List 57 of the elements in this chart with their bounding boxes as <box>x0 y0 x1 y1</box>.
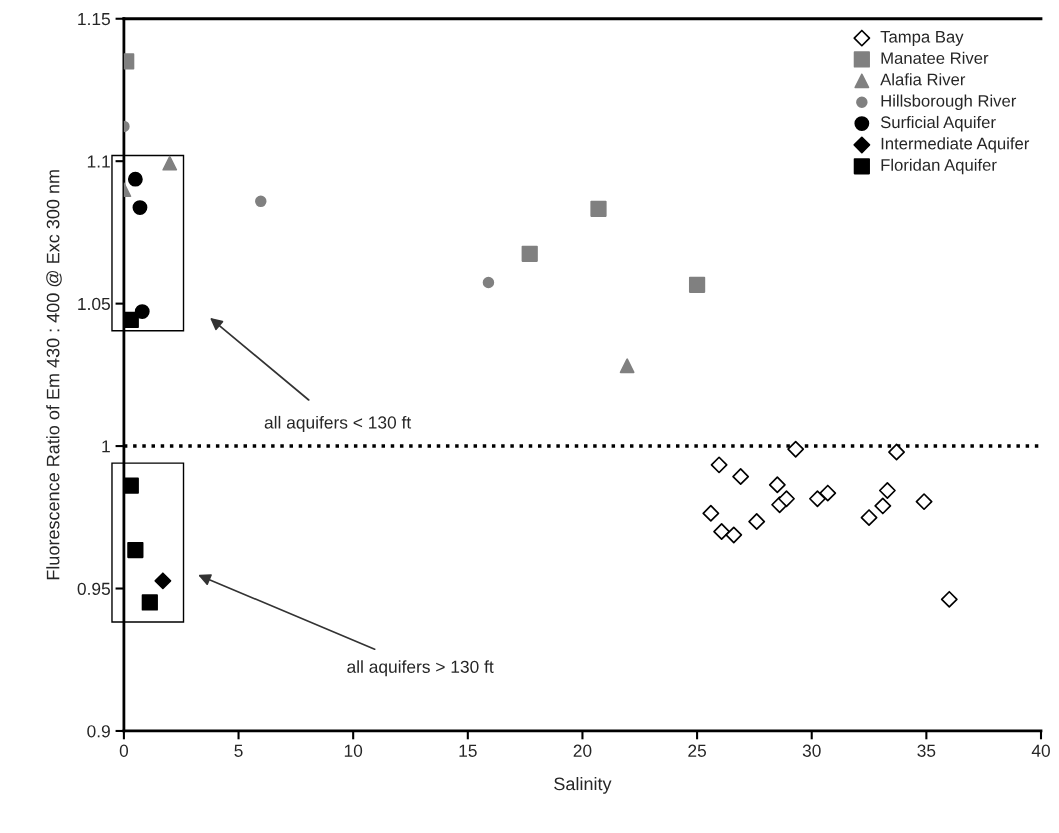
legend-label: Surficial Aquifer <box>880 115 996 132</box>
y-tick-label: 0.95 <box>77 582 110 595</box>
point <box>521 245 538 262</box>
annotation: all aquifers < 130 ft <box>264 415 412 433</box>
point <box>132 200 148 216</box>
point <box>590 200 607 217</box>
y-tick-label: 1 <box>102 440 110 453</box>
legend-label: Manatee River <box>881 51 989 65</box>
x-tick-label: 0 <box>119 744 129 757</box>
y-tick-label: 1.1 <box>87 155 110 168</box>
point <box>688 276 706 293</box>
legend-label: Hillsborough River <box>881 94 1017 111</box>
point <box>874 497 892 515</box>
point <box>878 482 896 499</box>
point <box>915 493 933 511</box>
x-tick-label: 30 <box>802 744 821 757</box>
y-tick-label: 1.05 <box>78 297 110 311</box>
y-tick-label: 1.15 <box>78 13 110 26</box>
x-axis-title: Salinity <box>554 777 612 794</box>
point <box>732 468 750 485</box>
x-tick-label: 15 <box>459 744 477 757</box>
point <box>154 572 172 590</box>
point <box>255 195 267 208</box>
y-axis-title: Fluorescence Ratio of Em 430 : 400 @ Exc 300 nm <box>46 170 62 580</box>
legend-label: Intermediate Aquifer <box>881 137 1030 153</box>
point <box>619 358 635 374</box>
x-tick-label: 40 <box>1031 744 1050 757</box>
point <box>123 477 139 494</box>
point <box>940 590 958 608</box>
x-tick-label: 20 <box>573 744 592 757</box>
legend-label: Tampa Bay <box>880 31 964 46</box>
x-tick-label: 25 <box>688 744 707 757</box>
x-tick-label: 5 <box>234 744 243 757</box>
point <box>710 456 728 474</box>
point <box>127 171 143 187</box>
legend-label: Floridan Aquifer <box>881 158 997 175</box>
x-tick-label: 10 <box>344 744 363 757</box>
point <box>748 513 766 531</box>
point <box>768 476 786 494</box>
point <box>162 155 178 171</box>
y-tick-label: 0.9 <box>87 725 110 738</box>
legend-label: Alafia River <box>880 73 966 86</box>
point <box>860 509 878 527</box>
point <box>819 484 837 502</box>
point <box>123 311 139 328</box>
point <box>702 504 720 522</box>
point <box>141 594 158 611</box>
point <box>713 523 731 540</box>
point <box>127 541 144 559</box>
point <box>888 443 905 461</box>
point <box>482 276 495 289</box>
point <box>809 490 826 508</box>
point <box>725 526 743 544</box>
point <box>778 490 795 508</box>
annotation: all aquifers > 130 ft <box>347 660 494 677</box>
x-tick-label: 35 <box>917 744 936 757</box>
point <box>787 440 805 458</box>
